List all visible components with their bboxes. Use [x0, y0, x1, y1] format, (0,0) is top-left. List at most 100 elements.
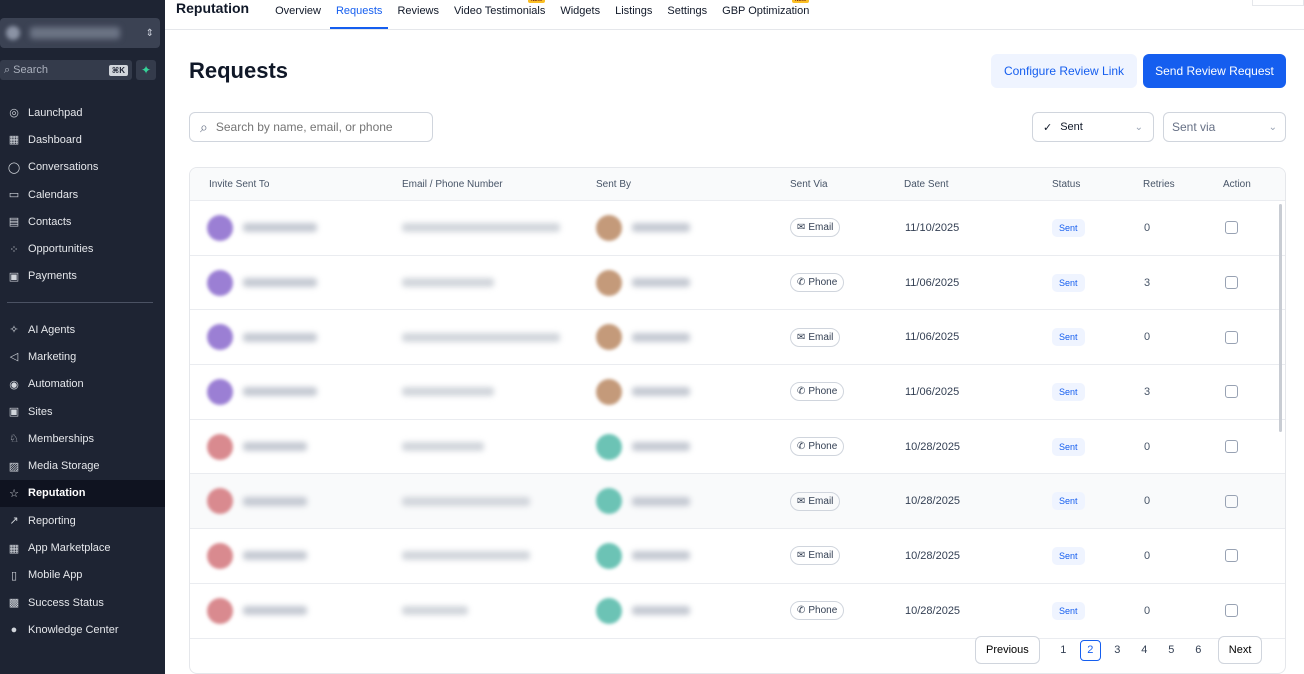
invite-recipient: [207, 584, 307, 638]
tab-requests[interactable]: Requests: [329, 5, 389, 29]
column-header: Status: [1052, 178, 1081, 190]
sidebar-item-media-storage[interactable]: ▨ Media Storage: [0, 452, 165, 479]
table-row[interactable]: ✉ Email 10/28/2025 Sent 0: [190, 529, 1285, 584]
sidebar-item-dashboard[interactable]: ▦ Dashboard: [0, 126, 165, 153]
sidebar-item-knowledge-center[interactable]: ● Knowledge Center: [0, 616, 165, 643]
contact-detail: [402, 474, 530, 528]
page-number[interactable]: 3: [1114, 644, 1121, 656]
sidebar-item-payments[interactable]: ▣ Payments: [0, 263, 165, 290]
row-checkbox[interactable]: [1225, 330, 1238, 344]
search-input[interactable]: [215, 120, 416, 134]
sent-via-filter[interactable]: Sent via ⌄: [1163, 112, 1286, 142]
scrollbar[interactable]: [1279, 204, 1282, 432]
sender-name-redacted: [632, 332, 690, 342]
search-icon: ⌕: [4, 63, 11, 76]
page-number[interactable]: 1: [1060, 644, 1067, 656]
table-row[interactable]: ✉ Email 10/28/2025 Sent 0: [190, 474, 1285, 530]
recipient-name-redacted: [243, 551, 307, 561]
previous-page-button[interactable]: Previous: [975, 636, 1040, 664]
row-checkbox[interactable]: [1225, 549, 1238, 563]
sender-name-redacted: [632, 496, 690, 506]
table-row[interactable]: ✆ Phone 11/06/2025 Sent 3: [190, 256, 1285, 311]
contact-detail: [402, 201, 560, 255]
tab-gbp-optimization[interactable]: GBP Optimization NEW: [716, 0, 815, 29]
new-badge: NEW: [527, 0, 546, 3]
sidebar-item-app-marketplace[interactable]: ▦ App Marketplace: [0, 534, 165, 561]
date-sent: 10/28/2025: [905, 495, 961, 508]
sidebar-item-contacts[interactable]: ▤ Contacts: [0, 208, 165, 235]
row-checkbox[interactable]: [1225, 385, 1238, 399]
status-filter-value: Sent: [1060, 121, 1083, 133]
table-row[interactable]: ✆ Phone 10/28/2025 Sent 0: [190, 420, 1285, 475]
invite-recipient: [207, 201, 317, 255]
tab-settings[interactable]: Settings: [661, 5, 713, 29]
opportunities-icon: ⁘: [9, 243, 19, 256]
retries-count: 0: [1144, 549, 1151, 562]
sidebar-item-memberships[interactable]: ♘ Memberships: [0, 425, 165, 452]
sidebar-item-reputation[interactable]: ☆ Reputation: [0, 479, 165, 508]
tab-video-testimonials[interactable]: Video Testimonials NEW: [448, 0, 551, 29]
row-checkbox[interactable]: [1225, 494, 1238, 508]
chat-icon: ◯: [7, 161, 21, 174]
avatar: [207, 542, 233, 569]
page-number[interactable]: 6: [1195, 644, 1202, 656]
sidebar-item-ai-agents[interactable]: ✧ AI Agents: [0, 316, 165, 343]
contact-detail: [402, 256, 494, 310]
account-switcher[interactable]: ⇕: [0, 18, 160, 48]
send-review-request-button[interactable]: Send Review Request: [1143, 54, 1286, 88]
sent-via-label: Email: [808, 222, 834, 234]
requests-table: Invite Sent To Email / Phone Number Sent B…: [189, 167, 1286, 674]
grid-icon: ▦: [8, 542, 20, 555]
sidebar-item-calendars[interactable]: ▭ Calendars: [0, 181, 165, 208]
main-content: Reputation Overview Requests Reviews Video …: [165, 0, 1304, 674]
sites-icon: ▣: [8, 406, 20, 419]
sidebar-item-launchpad[interactable]: ◎ Launchpad: [0, 99, 165, 126]
status-filter[interactable]: ✓ Sent ⌄: [1032, 112, 1154, 142]
recipient-name-redacted: [243, 332, 317, 342]
row-checkbox[interactable]: [1225, 604, 1238, 618]
tab-widgets[interactable]: Widgets: [554, 5, 606, 29]
star-icon: ☆: [9, 487, 19, 500]
sidebar-item-success-status[interactable]: ▩ Success Status: [0, 589, 165, 616]
row-checkbox[interactable]: [1225, 440, 1238, 454]
recipient-name-redacted: [243, 442, 307, 452]
next-page-button[interactable]: Next: [1217, 636, 1263, 664]
table-row[interactable]: ✉ Email 11/10/2025 Sent 0: [190, 201, 1285, 256]
sidebar-search[interactable]: ⌕ Search ⌘K: [0, 60, 132, 80]
sidebar-item-automation[interactable]: ◉ Automation: [0, 371, 165, 398]
sidebar-item-sites[interactable]: ▣ Sites: [0, 398, 165, 425]
column-header: Email / Phone Number: [402, 178, 503, 190]
recipient-name-redacted: [243, 496, 307, 506]
recipient-name-redacted: [243, 606, 307, 616]
tab-overview[interactable]: Overview: [269, 5, 327, 29]
sidebar-item-conversations[interactable]: ◯ Conversations: [0, 154, 165, 181]
table-row[interactable]: ✆ Phone 10/28/2025 Sent 0: [190, 584, 1285, 639]
check-icon: ✓: [1043, 121, 1053, 134]
table-row[interactable]: ✆ Phone 11/06/2025 Sent 3: [190, 365, 1285, 420]
sender-name-redacted: [632, 223, 690, 233]
table-row[interactable]: ✉ Email 11/06/2025 Sent 0: [190, 310, 1285, 366]
search-field[interactable]: ⌕: [189, 112, 433, 142]
avatar: [207, 214, 233, 241]
avatar: [207, 433, 233, 460]
sidebar-item-mobile-app[interactable]: ▯ Mobile App: [0, 562, 165, 589]
configure-review-link-button[interactable]: Configure Review Link: [991, 54, 1137, 88]
sent-via-badge: ✆ Phone: [790, 437, 845, 457]
date-sent: 11/06/2025: [905, 276, 960, 289]
row-checkbox[interactable]: [1225, 276, 1238, 290]
page-number[interactable]: 2: [1079, 639, 1101, 661]
date-sent: 10/28/2025: [905, 440, 961, 453]
tab-reviews[interactable]: Reviews: [391, 5, 445, 29]
sidebar-item-opportunities[interactable]: ⁘ Opportunities: [0, 235, 165, 262]
sent-via-badge: ✉ Email: [790, 546, 841, 566]
page-number[interactable]: 4: [1141, 644, 1148, 656]
tab-listings[interactable]: Listings: [609, 5, 658, 29]
sidebar-item-reporting[interactable]: ↗ Reporting: [0, 507, 165, 534]
date-sent: 11/06/2025: [905, 385, 960, 398]
page-number[interactable]: 5: [1168, 644, 1175, 656]
sidebar-item-marketing[interactable]: ◁ Marketing: [0, 343, 165, 370]
ai-assistant-button[interactable]: ✦: [136, 60, 156, 80]
row-checkbox[interactable]: [1225, 221, 1238, 235]
sender-name-redacted: [632, 387, 690, 397]
